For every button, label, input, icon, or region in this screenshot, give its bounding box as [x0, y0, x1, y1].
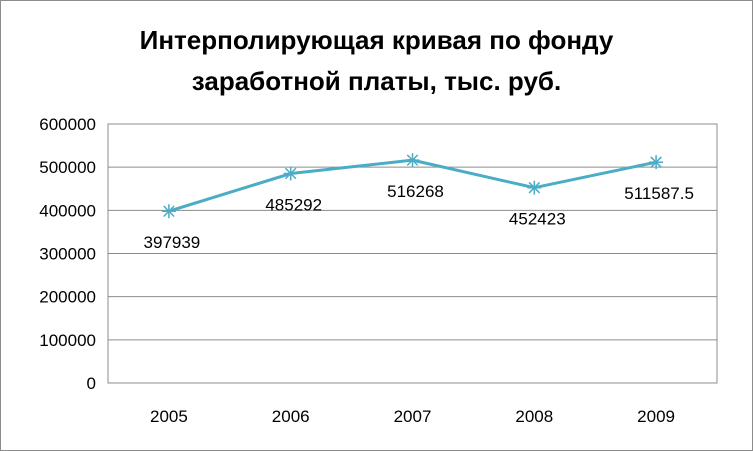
y-tick-label: 100000: [39, 331, 96, 350]
y-tick-label: 0: [87, 374, 96, 393]
data-label: 485292: [265, 196, 322, 215]
y-axis-ticks: 0 100000 200000 300000 400000 500000 600000: [39, 115, 96, 393]
y-tick-label: 400000: [39, 201, 96, 220]
plot-area-border: [107, 123, 718, 384]
gridlines: [108, 166, 717, 341]
data-point-marker: [283, 166, 298, 181]
y-tick-label: 500000: [39, 158, 96, 177]
data-point-marker: [405, 153, 420, 168]
y-tick-label: 200000: [39, 288, 96, 307]
data-label: 397939: [144, 233, 201, 252]
data-label: 516268: [387, 182, 444, 201]
chart-title-line-1: Интерполирующая кривая по фонду: [139, 25, 614, 55]
x-axis-ticks: 2005 2006 2007 2008 2009: [150, 407, 675, 426]
x-tick-label: 2007: [394, 407, 432, 426]
data-labels: 397939 485292 516268 452423 511587.5: [144, 182, 694, 252]
y-tick-label: 600000: [39, 115, 96, 134]
x-tick-label: 2008: [515, 407, 553, 426]
x-tick-label: 2006: [272, 407, 310, 426]
y-tick-label: 300000: [39, 245, 96, 264]
data-point-marker: [161, 204, 176, 219]
x-tick-label: 2009: [637, 407, 675, 426]
x-tick-label: 2005: [150, 407, 188, 426]
data-label: 511587.5: [624, 184, 694, 203]
series-group: [161, 153, 664, 219]
data-label: 452423: [509, 210, 566, 229]
chart-title-line-2: заработной платы, тыс. руб.: [191, 66, 562, 96]
data-point-marker: [649, 155, 664, 170]
chart-title: Интерполирующая кривая по фонду заработн…: [0, 20, 753, 102]
data-point-marker: [527, 180, 542, 195]
